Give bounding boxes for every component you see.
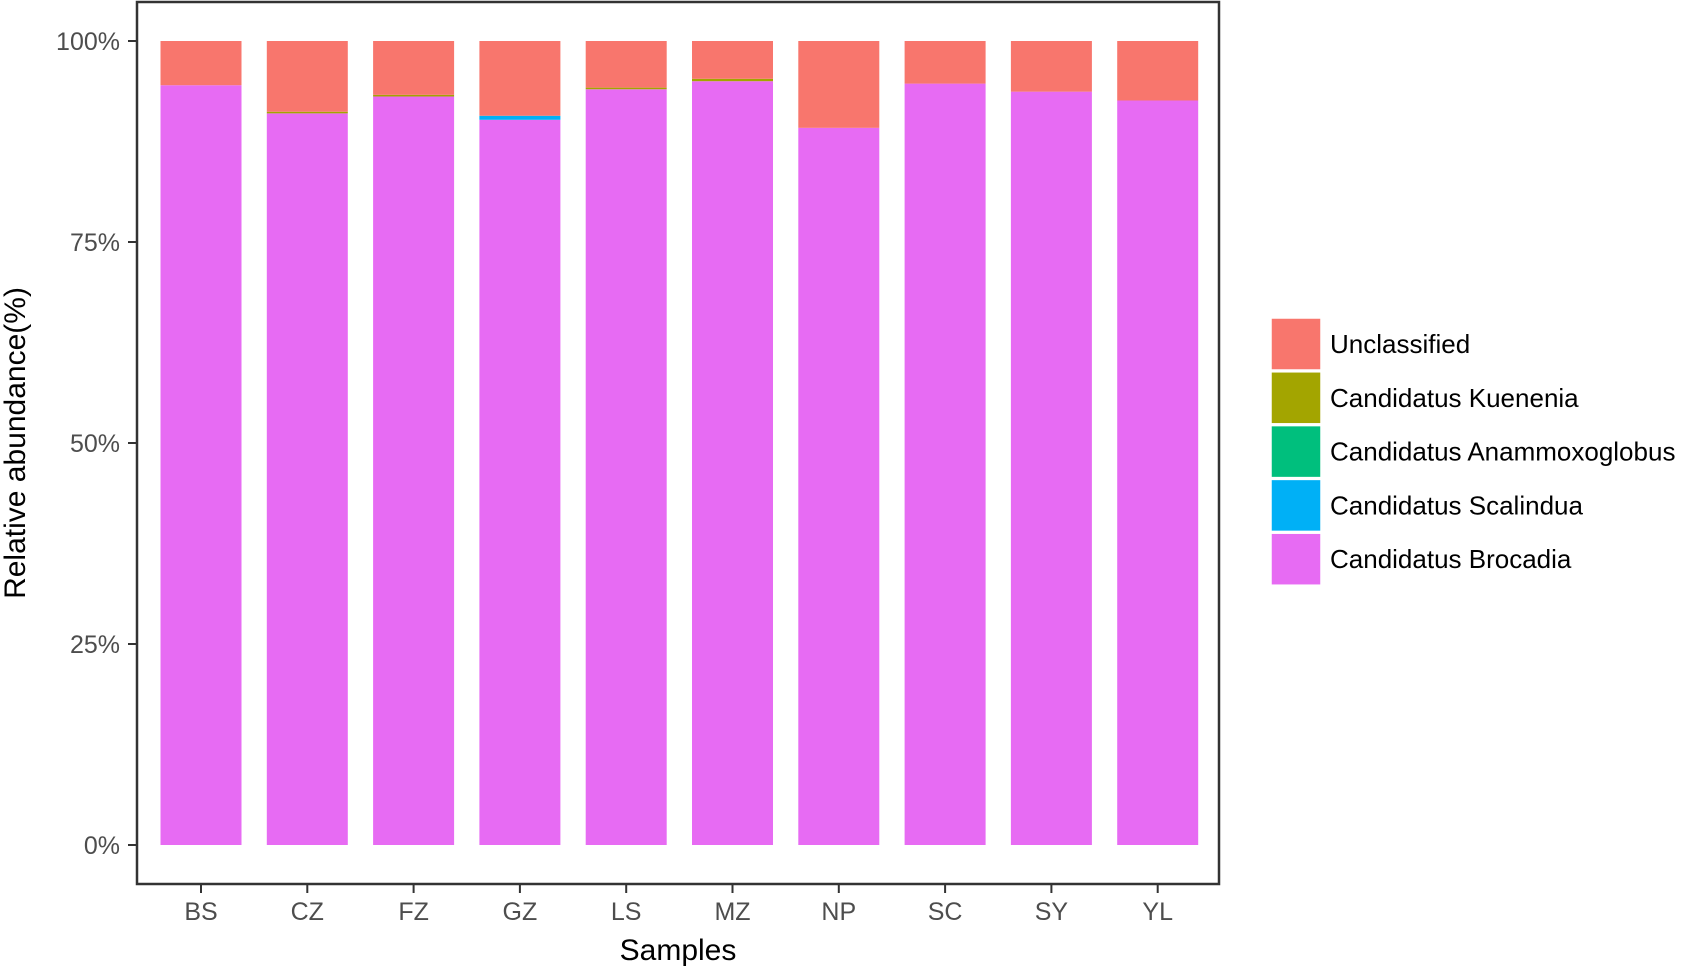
bar-bs-candidatus-brocadia <box>160 85 242 846</box>
y-tick-label: 100% <box>56 28 120 56</box>
bar-yl-unclassified <box>1117 41 1199 101</box>
y-axis: 0% 25% 50% 75% 100% <box>56 28 137 860</box>
x-tick-label: BS <box>184 898 217 926</box>
bar-bs-unclassified <box>160 41 242 86</box>
bar-sc-unclassified <box>904 41 986 84</box>
bar-fz-candidatus-kuenenia <box>373 94 455 97</box>
bar-sy-candidatus-brocadia <box>1010 91 1092 845</box>
legend-label-unclassified: Unclassified <box>1330 329 1470 359</box>
x-tick-label: NP <box>821 898 856 926</box>
legend-key-candidatus-scalindua <box>1270 478 1322 533</box>
legend: Unclassified Candidatus Kuenenia Candidatu… <box>1270 317 1675 586</box>
y-axis-title: Relative abundance(%) <box>0 287 32 599</box>
y-tick-label: 0% <box>84 832 120 860</box>
bar-gz-unclassified <box>479 41 561 116</box>
legend-key-candidatus-brocadia <box>1270 532 1322 586</box>
x-tick-label: FZ <box>398 898 429 926</box>
legend-key-candidatus-anammoxoglobus <box>1270 424 1322 479</box>
x-tick-label: CZ <box>291 898 324 926</box>
x-tick-label: GZ <box>503 898 538 926</box>
y-tick-label: 75% <box>70 229 120 257</box>
bar-np-unclassified <box>798 41 880 128</box>
bar-sc-candidatus-brocadia <box>904 83 986 846</box>
bar-gz-candidatus-scalindua <box>479 115 561 120</box>
bar-cz-unclassified <box>266 41 348 112</box>
bar-np-candidatus-brocadia <box>798 127 880 845</box>
legend-key-unclassified <box>1270 317 1322 371</box>
x-axis: BS CZ FZ GZ LS MZ NP SC SY YL <box>184 884 1173 926</box>
legend-label-candidatus-anammoxoglobus: Candidatus Anammoxoglobus <box>1330 437 1675 467</box>
x-tick-label: LS <box>611 898 642 926</box>
y-tick-label: 25% <box>70 631 120 659</box>
bar-fz-candidatus-brocadia <box>373 96 455 846</box>
x-tick-label: MZ <box>714 898 750 926</box>
bar-ls-candidatus-kuenenia <box>585 87 667 90</box>
bar-mz-candidatus-kuenenia <box>692 78 773 82</box>
bar-fz-unclassified <box>373 41 455 95</box>
bar-yl-candidatus-brocadia <box>1117 100 1199 845</box>
x-tick-label: SY <box>1035 898 1069 926</box>
x-axis-title: Samples <box>620 934 737 967</box>
legend-label-candidatus-brocadia: Candidatus Brocadia <box>1330 544 1572 574</box>
bars-layer <box>160 41 1199 846</box>
y-tick-label: 50% <box>70 430 120 458</box>
legend-key-candidatus-kuenenia <box>1270 371 1322 425</box>
bar-sy-unclassified <box>1010 41 1092 92</box>
x-tick-label: SC <box>928 898 963 926</box>
bar-ls-unclassified <box>585 41 667 88</box>
legend-label-candidatus-scalindua: Candidatus Scalindua <box>1330 490 1583 520</box>
bar-mz-unclassified <box>692 41 773 79</box>
bar-cz-candidatus-kuenenia <box>266 111 348 114</box>
legend-label-candidatus-kuenenia: Candidatus Kuenenia <box>1330 383 1579 413</box>
bar-cz-candidatus-brocadia <box>266 113 348 846</box>
bar-ls-candidatus-brocadia <box>585 89 667 846</box>
bar-gz-candidatus-brocadia <box>479 119 561 846</box>
x-tick-label: YL <box>1142 898 1173 926</box>
bar-mz-candidatus-brocadia <box>692 81 773 845</box>
